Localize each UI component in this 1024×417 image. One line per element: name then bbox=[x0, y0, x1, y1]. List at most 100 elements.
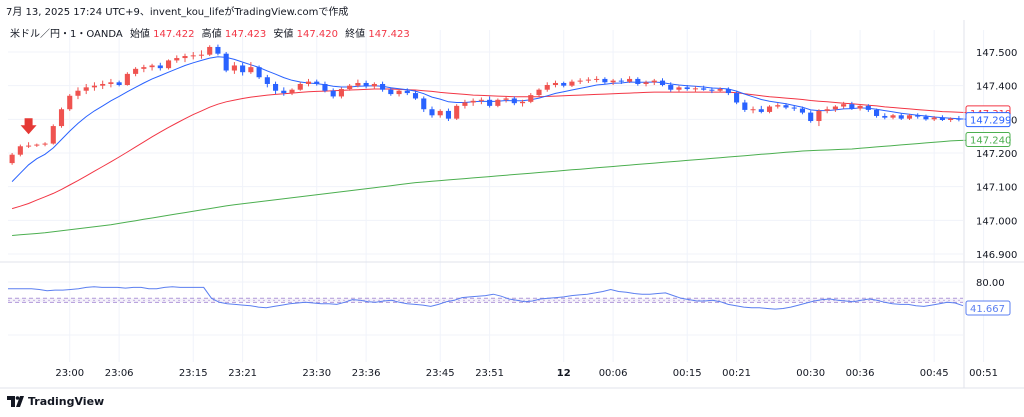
candle[interactable] bbox=[536, 88, 542, 97]
candle[interactable] bbox=[338, 87, 344, 99]
candle[interactable] bbox=[404, 88, 410, 96]
candle[interactable] bbox=[26, 142, 32, 148]
candle[interactable] bbox=[906, 113, 913, 121]
candle[interactable] bbox=[174, 55, 180, 63]
candle[interactable] bbox=[923, 114, 929, 121]
candle[interactable] bbox=[643, 80, 649, 87]
candle[interactable] bbox=[9, 153, 15, 165]
candle[interactable] bbox=[915, 113, 921, 119]
candle[interactable] bbox=[412, 90, 419, 100]
candlesticks[interactable] bbox=[9, 44, 962, 165]
candle[interactable] bbox=[799, 106, 806, 115]
candle[interactable] bbox=[692, 86, 698, 93]
candle[interactable] bbox=[503, 96, 509, 103]
candle[interactable] bbox=[305, 78, 312, 87]
oscillator-pane[interactable] bbox=[8, 286, 964, 310]
candle[interactable] bbox=[100, 80, 106, 90]
candle[interactable] bbox=[783, 103, 789, 110]
candle[interactable] bbox=[931, 115, 937, 122]
candle[interactable] bbox=[371, 82, 377, 90]
candle[interactable] bbox=[585, 77, 591, 83]
candle[interactable] bbox=[495, 98, 501, 108]
candle[interactable] bbox=[165, 59, 172, 70]
candle[interactable] bbox=[108, 78, 114, 88]
candle[interactable] bbox=[149, 63, 155, 71]
candle[interactable] bbox=[610, 78, 616, 85]
candle[interactable] bbox=[898, 113, 904, 121]
candle[interactable] bbox=[314, 79, 320, 86]
candle[interactable] bbox=[618, 78, 624, 84]
candle[interactable] bbox=[396, 89, 402, 97]
candle[interactable] bbox=[668, 82, 674, 92]
candle[interactable] bbox=[91, 82, 97, 91]
candle[interactable] bbox=[330, 88, 336, 99]
candle[interactable] bbox=[651, 78, 657, 85]
candle[interactable] bbox=[157, 62, 163, 71]
candle[interactable] bbox=[519, 99, 526, 107]
candle[interactable] bbox=[766, 105, 773, 114]
candle[interactable] bbox=[478, 97, 484, 105]
candle[interactable] bbox=[602, 77, 608, 84]
candle[interactable] bbox=[124, 72, 130, 86]
candle[interactable] bbox=[17, 144, 23, 157]
candle[interactable] bbox=[182, 53, 188, 63]
candle[interactable] bbox=[832, 105, 838, 112]
candle[interactable] bbox=[758, 105, 764, 114]
candle[interactable] bbox=[627, 76, 633, 83]
candle[interactable] bbox=[198, 50, 205, 59]
candle[interactable] bbox=[709, 87, 715, 94]
candle[interactable] bbox=[429, 106, 435, 118]
candle[interactable] bbox=[684, 84, 690, 91]
candle[interactable] bbox=[133, 67, 139, 77]
candle[interactable] bbox=[544, 82, 550, 92]
candle[interactable] bbox=[347, 83, 353, 91]
candle[interactable] bbox=[42, 142, 48, 147]
candle[interactable] bbox=[750, 106, 756, 114]
candle[interactable] bbox=[322, 81, 328, 93]
candle[interactable] bbox=[50, 124, 56, 145]
candle[interactable] bbox=[791, 105, 797, 111]
candle[interactable] bbox=[569, 79, 575, 88]
candle[interactable] bbox=[462, 99, 468, 109]
candle[interactable] bbox=[256, 65, 262, 79]
candle[interactable] bbox=[83, 83, 89, 95]
candle[interactable] bbox=[742, 99, 748, 112]
candle[interactable] bbox=[454, 104, 460, 121]
candle[interactable] bbox=[470, 98, 476, 106]
candle[interactable] bbox=[948, 117, 954, 123]
candle[interactable] bbox=[701, 85, 707, 91]
candle[interactable] bbox=[849, 101, 855, 110]
candle[interactable] bbox=[511, 96, 517, 106]
candle[interactable] bbox=[734, 90, 740, 105]
candle[interactable] bbox=[528, 93, 534, 104]
candle[interactable] bbox=[487, 96, 493, 108]
candle[interactable] bbox=[355, 79, 361, 88]
candle[interactable] bbox=[577, 78, 583, 84]
candle[interactable] bbox=[363, 80, 369, 89]
candle[interactable] bbox=[635, 77, 641, 86]
candle[interactable] bbox=[890, 113, 896, 120]
candle[interactable] bbox=[67, 94, 73, 111]
candle[interactable] bbox=[594, 76, 600, 83]
candle[interactable] bbox=[816, 109, 822, 127]
tradingview-logo[interactable]: TradingView bbox=[7, 395, 104, 408]
candle[interactable] bbox=[273, 81, 279, 95]
candle[interactable] bbox=[207, 45, 213, 57]
candle[interactable] bbox=[34, 143, 40, 147]
candle[interactable] bbox=[58, 107, 65, 128]
candle[interactable] bbox=[231, 62, 237, 74]
candle[interactable] bbox=[659, 78, 666, 87]
candle[interactable] bbox=[141, 64, 147, 73]
candle[interactable] bbox=[75, 87, 81, 100]
candle[interactable] bbox=[956, 115, 962, 122]
candle[interactable] bbox=[116, 80, 122, 87]
candle[interactable] bbox=[865, 104, 871, 112]
candle[interactable] bbox=[552, 80, 559, 88]
candle[interactable] bbox=[190, 52, 196, 60]
candle[interactable] bbox=[857, 104, 863, 111]
candle[interactable] bbox=[297, 82, 303, 91]
candle[interactable] bbox=[725, 87, 731, 96]
candle[interactable] bbox=[215, 44, 221, 56]
